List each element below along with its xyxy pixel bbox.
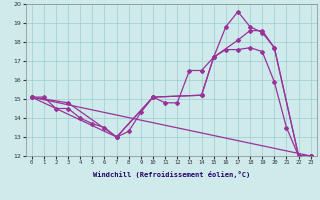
- X-axis label: Windchill (Refroidissement éolien,°C): Windchill (Refroidissement éolien,°C): [92, 171, 250, 178]
